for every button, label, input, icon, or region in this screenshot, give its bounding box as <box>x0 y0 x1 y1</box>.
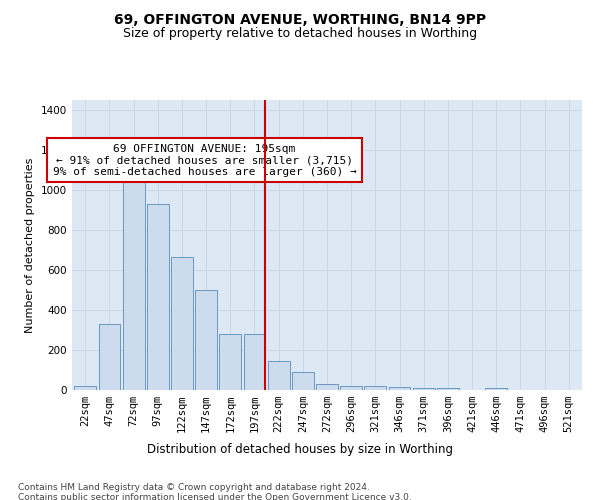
Bar <box>292 372 314 390</box>
Bar <box>74 386 96 390</box>
Bar <box>268 361 290 390</box>
Bar <box>98 324 121 390</box>
Bar <box>220 334 241 390</box>
Bar <box>413 388 434 390</box>
Bar <box>244 334 265 390</box>
Bar <box>123 180 145 390</box>
Bar <box>147 204 169 390</box>
Bar <box>171 257 193 390</box>
Bar <box>340 386 362 390</box>
Bar <box>485 388 507 390</box>
Bar <box>364 386 386 390</box>
Bar <box>195 290 217 390</box>
Text: 69, OFFINGTON AVENUE, WORTHING, BN14 9PP: 69, OFFINGTON AVENUE, WORTHING, BN14 9PP <box>114 12 486 26</box>
Bar <box>437 388 459 390</box>
Text: Size of property relative to detached houses in Worthing: Size of property relative to detached ho… <box>123 28 477 40</box>
Bar <box>389 387 410 390</box>
Text: 69 OFFINGTON AVENUE: 195sqm
← 91% of detached houses are smaller (3,715)
9% of s: 69 OFFINGTON AVENUE: 195sqm ← 91% of det… <box>53 144 356 176</box>
Bar <box>316 384 338 390</box>
Y-axis label: Number of detached properties: Number of detached properties <box>25 158 35 332</box>
Text: Distribution of detached houses by size in Worthing: Distribution of detached houses by size … <box>147 442 453 456</box>
Text: Contains HM Land Registry data © Crown copyright and database right 2024.
Contai: Contains HM Land Registry data © Crown c… <box>18 482 412 500</box>
